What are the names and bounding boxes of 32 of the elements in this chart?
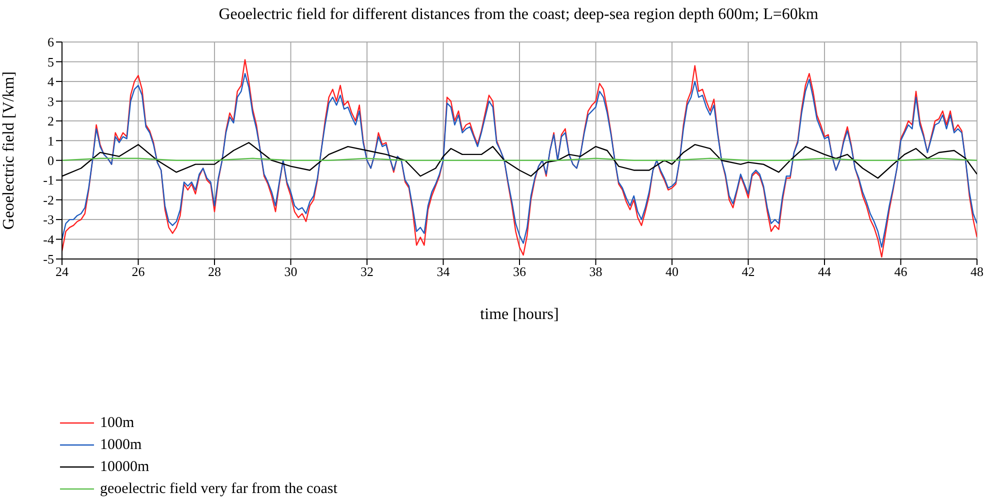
chart-title: Geoelectric field for different distances from the coast; deep-sea region depth 600m; L=60km <box>218 6 820 24</box>
y-tick-label: 4 <box>48 74 54 90</box>
x-tick-label: 28 <box>208 264 221 280</box>
x-tick-label: 30 <box>284 264 298 280</box>
y-tick-label: -1 <box>43 172 54 188</box>
x-tick-label: 32 <box>360 264 374 280</box>
x-tick-label: 48 <box>970 264 984 280</box>
legend-label: geoelectric field very far from the coast <box>100 480 338 499</box>
x-tick-label: 42 <box>742 264 755 280</box>
legend-label: 100m <box>100 414 134 433</box>
y-tick-label: 6 <box>48 34 54 50</box>
x-tick-label: 40 <box>666 264 678 280</box>
legend-label: 10000m <box>100 458 150 477</box>
y-tick-label: 3 <box>48 94 54 109</box>
y-tick-label: 2 <box>48 114 54 129</box>
y-tick-label: -5 <box>43 252 54 267</box>
y-tick-label: -2 <box>43 192 54 208</box>
x-tick-label: 34 <box>436 264 450 280</box>
y-axis-title: Geoelectric field [V/km] <box>0 71 18 230</box>
y-tick-label: 1 <box>48 133 54 148</box>
y-tick-label: -3 <box>43 212 54 228</box>
legend-label: 1000m <box>100 436 142 455</box>
x-tick-label: 24 <box>56 264 69 280</box>
x-tick-label: 38 <box>589 264 602 280</box>
x-tick-label: 26 <box>132 264 146 280</box>
x-tick-label: 46 <box>894 264 908 280</box>
y-tick-label: 5 <box>48 54 54 70</box>
x-tick-label: 36 <box>513 264 526 280</box>
x-axis-title: time [hours] <box>480 306 559 323</box>
y-tick-label: 0 <box>48 152 54 168</box>
x-tick-label: 44 <box>818 264 832 280</box>
y-tick-label: -4 <box>43 232 54 247</box>
